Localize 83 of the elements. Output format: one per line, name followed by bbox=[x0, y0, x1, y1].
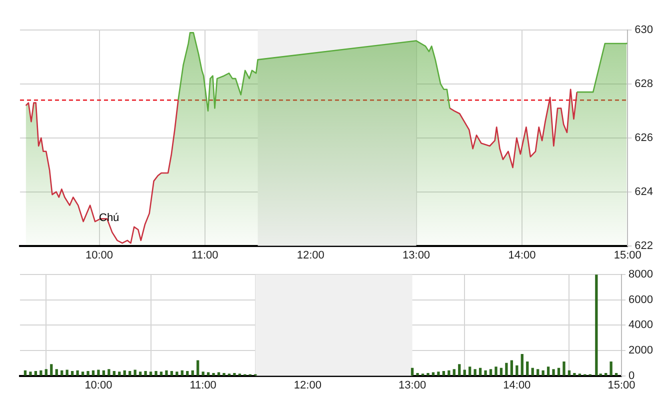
x-tick-label: 15:00 bbox=[614, 249, 642, 262]
bar bbox=[212, 372, 215, 376]
y-tick-label: 622 bbox=[634, 240, 654, 252]
bar bbox=[86, 371, 90, 376]
bar bbox=[531, 368, 534, 376]
x-tick-label: 10:00 bbox=[84, 379, 112, 392]
bar bbox=[458, 364, 461, 376]
bar bbox=[202, 372, 204, 376]
bar bbox=[108, 369, 110, 376]
y-tick-label: 626 bbox=[634, 132, 654, 144]
bar bbox=[610, 362, 612, 376]
bar bbox=[505, 362, 508, 376]
bar bbox=[573, 372, 576, 376]
bar bbox=[500, 368, 503, 376]
bar bbox=[437, 372, 440, 376]
bar bbox=[165, 370, 168, 376]
bar bbox=[426, 372, 430, 376]
x-tick-label: 12:00 bbox=[296, 249, 324, 262]
bar bbox=[66, 370, 68, 376]
bar bbox=[176, 372, 178, 376]
bar bbox=[76, 370, 79, 376]
bar bbox=[542, 370, 544, 376]
bar bbox=[520, 354, 524, 376]
y-tick-label: 8000 bbox=[628, 268, 654, 281]
bar bbox=[81, 372, 84, 376]
bar bbox=[410, 368, 414, 376]
bar bbox=[516, 365, 518, 376]
bar bbox=[144, 371, 147, 376]
y-tick-label: 4000 bbox=[628, 319, 654, 332]
x-tick-label: 14:00 bbox=[508, 249, 536, 262]
y-tick-label: 630 bbox=[634, 24, 654, 36]
annotation: Chú bbox=[98, 212, 120, 224]
bar bbox=[97, 370, 100, 376]
bar bbox=[50, 364, 53, 376]
x-tick-label: 11:00 bbox=[190, 379, 216, 392]
x-tick-label: 13:00 bbox=[402, 249, 430, 262]
bar bbox=[595, 274, 598, 376]
bar bbox=[526, 362, 529, 376]
y-tick-label: 628 bbox=[634, 78, 654, 90]
bar bbox=[484, 370, 487, 376]
bar bbox=[112, 371, 116, 376]
y-tick-label: 6000 bbox=[628, 294, 654, 306]
bar bbox=[55, 369, 58, 376]
x-tick-label: 12:00 bbox=[294, 379, 322, 392]
x-tick-label: 11:00 bbox=[192, 249, 218, 262]
bar bbox=[474, 369, 476, 376]
bar bbox=[557, 368, 560, 376]
bar bbox=[186, 371, 189, 376]
bar bbox=[494, 366, 498, 376]
bar bbox=[552, 369, 555, 376]
bar bbox=[452, 369, 456, 376]
y-tick-label: 624 bbox=[634, 186, 654, 198]
bar bbox=[40, 370, 42, 376]
x-tick-label: 15:00 bbox=[608, 379, 636, 392]
bar bbox=[70, 371, 74, 376]
bar bbox=[442, 371, 446, 376]
bar bbox=[118, 372, 121, 376]
bar bbox=[478, 368, 482, 376]
bar bbox=[29, 372, 32, 376]
x-tick-label: 14:00 bbox=[503, 379, 531, 392]
bar bbox=[44, 369, 48, 376]
bar bbox=[489, 369, 492, 376]
bar bbox=[138, 372, 142, 376]
bar bbox=[128, 371, 132, 376]
bar bbox=[154, 371, 158, 376]
bar bbox=[160, 372, 163, 376]
bar bbox=[468, 366, 472, 376]
bar bbox=[510, 360, 514, 376]
bar bbox=[562, 362, 566, 376]
bar bbox=[222, 372, 226, 376]
bar bbox=[546, 366, 550, 376]
bar bbox=[170, 371, 174, 376]
x-tick-label: 10:00 bbox=[85, 249, 114, 262]
x-tick-label: 13:00 bbox=[398, 379, 426, 392]
y-tick-label: 2000 bbox=[628, 344, 654, 357]
bar bbox=[196, 360, 200, 376]
bar bbox=[416, 372, 419, 376]
bar bbox=[149, 372, 152, 376]
bar bbox=[536, 369, 540, 376]
bar bbox=[34, 371, 38, 376]
bar bbox=[134, 370, 136, 376]
y-tick-label: 0 bbox=[628, 370, 635, 382]
bar bbox=[233, 372, 236, 376]
